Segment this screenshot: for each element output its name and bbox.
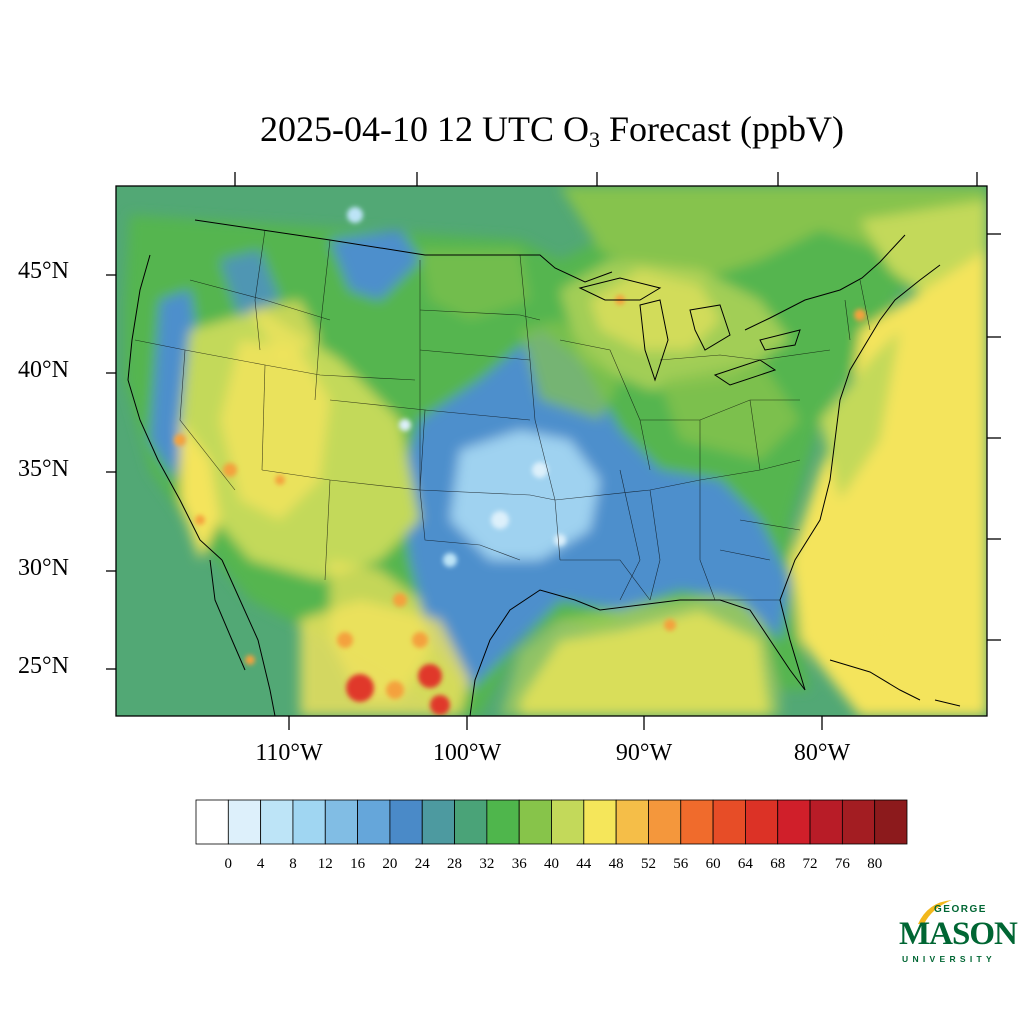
lon-label-80w: 80°W xyxy=(793,740,851,766)
map-frame xyxy=(115,185,988,717)
colorbar-swatch xyxy=(357,799,391,845)
map-title: 2025-04-10 12 UTC O3 Forecast (ppbV) xyxy=(260,109,844,152)
colorbar-swatch xyxy=(841,799,876,845)
colorbar-swatch xyxy=(421,799,455,845)
colorbar-swatch xyxy=(454,799,488,845)
colorbar-label: 52 xyxy=(641,856,656,872)
colorbar-swatch xyxy=(486,799,520,845)
colorbar-label: 20 xyxy=(382,856,398,872)
colorbar-swatch xyxy=(583,799,617,845)
colorbar-label: 64 xyxy=(737,856,753,872)
colorbar-label: 48 xyxy=(608,856,624,872)
colorbar-label: 12 xyxy=(317,856,333,872)
colorbar-label: 24 xyxy=(414,856,430,872)
lat-label-35: 35°N xyxy=(18,456,69,482)
map-field xyxy=(116,186,987,716)
colorbar-label: 8 xyxy=(289,856,297,872)
logo-mason: MASON xyxy=(899,916,1018,952)
logo-george: GEORGE xyxy=(934,904,987,915)
colorbar-swatch xyxy=(292,799,326,845)
colorbar-swatch xyxy=(227,799,262,845)
colorbar-label: 44 xyxy=(576,856,592,872)
logo-university: UNIVERSITY xyxy=(902,954,997,964)
colorbar-swatch xyxy=(260,799,294,845)
colorbar-swatch xyxy=(615,799,649,845)
lat-label-30: 30°N xyxy=(18,555,69,581)
colorbar-swatch xyxy=(195,799,229,845)
lat-label-25: 25°N xyxy=(18,653,69,679)
lon-label-110w: 110°W xyxy=(255,740,323,766)
colorbar-swatch xyxy=(745,799,779,845)
colorbar-label: 40 xyxy=(544,856,559,872)
colorbar-swatch xyxy=(518,799,552,845)
colorbar-swatch xyxy=(809,799,843,845)
tick-marks xyxy=(106,172,1001,730)
colorbar-swatch xyxy=(389,799,423,845)
logo-swoosh-icon xyxy=(918,900,952,924)
colorbar-label: 80 xyxy=(867,856,883,872)
colorbar-swatch xyxy=(680,799,714,845)
colorbar-swatch xyxy=(551,799,585,845)
colorbar-label: 68 xyxy=(770,856,786,872)
lat-label-40: 40°N xyxy=(18,357,69,383)
coastlines xyxy=(127,219,961,716)
lon-label-100w: 100°W xyxy=(432,740,502,766)
colorbar-swatch xyxy=(324,799,358,845)
colorbar-label: 32 xyxy=(479,856,495,872)
state-borders xyxy=(134,229,871,601)
colorbar-label: 76 xyxy=(834,856,850,872)
lat-label-45: 45°N xyxy=(18,258,69,284)
colorbar-label: 16 xyxy=(350,856,366,872)
colorbar-swatch xyxy=(874,799,908,845)
lon-label-90w: 90°W xyxy=(615,740,673,766)
colorbar-label: 72 xyxy=(802,856,818,872)
colorbar-label: 4 xyxy=(256,856,265,872)
colorbar-swatch xyxy=(777,799,811,845)
colorbar-swatch xyxy=(648,799,682,845)
george-mason-logo: GEORGE MASON UNIVERSITY xyxy=(896,898,1018,968)
colorbar xyxy=(195,799,908,845)
colorbar-label: 56 xyxy=(673,856,689,872)
colorbar-label: 60 xyxy=(705,856,721,872)
colorbar-label: 36 xyxy=(511,856,527,872)
colorbar-label: 28 xyxy=(447,856,462,872)
colorbar-label: 0 xyxy=(224,856,233,872)
colorbar-swatch xyxy=(712,799,746,845)
